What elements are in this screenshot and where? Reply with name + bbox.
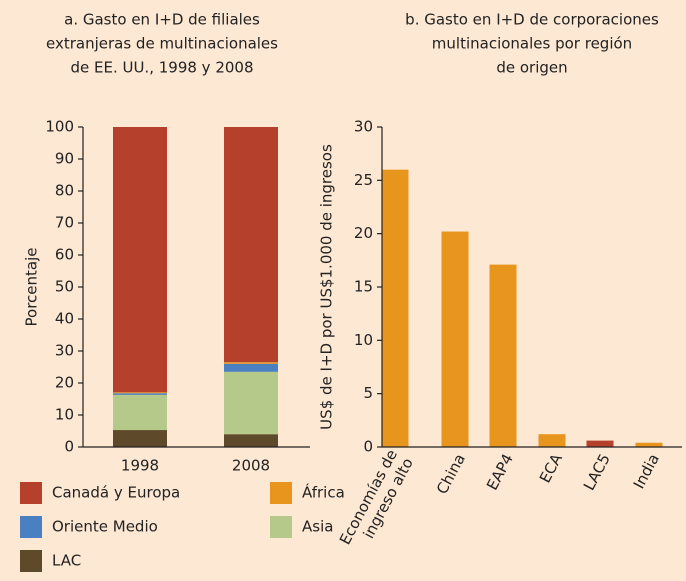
legend-swatch bbox=[20, 482, 42, 504]
bar bbox=[635, 442, 663, 447]
legend-label: Canadá y Europa bbox=[52, 484, 180, 502]
bar-segment bbox=[224, 363, 278, 372]
bar-segment bbox=[224, 371, 278, 435]
y-tick-label: 0 bbox=[64, 438, 74, 456]
legend-label: LAC bbox=[52, 552, 81, 570]
x-tick-label: 1998 bbox=[121, 457, 159, 475]
y-tick-label: 80 bbox=[55, 182, 74, 200]
chart-title: de EE. UU., 1998 y 2008 bbox=[70, 59, 253, 77]
bar-segment bbox=[113, 394, 167, 431]
bar bbox=[538, 434, 566, 447]
y-tick-label: 90 bbox=[55, 150, 74, 168]
legend-label: Oriente Medio bbox=[52, 518, 158, 536]
y-tick-label: 60 bbox=[55, 246, 74, 264]
bar bbox=[381, 169, 409, 447]
chart-title: multinacionales por región bbox=[432, 35, 632, 53]
legend-swatch bbox=[20, 550, 42, 572]
bar bbox=[586, 440, 614, 447]
y-tick-label: 25 bbox=[354, 171, 373, 189]
bar bbox=[441, 231, 469, 447]
y-tick-label: 10 bbox=[55, 406, 74, 424]
bar-segment bbox=[224, 434, 278, 447]
chart-title: b. Gasto en I+D de corporaciones bbox=[405, 11, 659, 29]
x-tick-label: EAP4 bbox=[483, 451, 517, 493]
bar bbox=[489, 264, 517, 447]
chart-title: a. Gasto en I+D de filiales bbox=[64, 11, 260, 29]
y-tick-label: 20 bbox=[55, 374, 74, 392]
y-tick-label: 40 bbox=[55, 310, 74, 328]
x-tick-label: 2008 bbox=[232, 457, 270, 475]
y-tick-label: 10 bbox=[354, 331, 373, 349]
y-tick-label: 70 bbox=[55, 214, 74, 232]
bar-segment bbox=[224, 362, 278, 364]
y-tick-label: 100 bbox=[45, 118, 74, 136]
y-tick-label: 30 bbox=[354, 118, 373, 136]
bar-segment bbox=[113, 127, 167, 393]
x-tick-label: China bbox=[432, 451, 468, 497]
legend-label: Asia bbox=[302, 518, 333, 536]
x-tick-label: Economías deingreso alto bbox=[335, 446, 416, 556]
y-axis-label: Porcentaje bbox=[23, 248, 41, 327]
chart-title: extranjeras de multinacionales bbox=[46, 35, 278, 53]
bar-segment bbox=[113, 430, 167, 447]
x-tick-label: LAC5 bbox=[579, 451, 613, 494]
y-tick-label: 15 bbox=[354, 278, 373, 296]
legend-swatch bbox=[20, 516, 42, 538]
y-tick-label: 20 bbox=[354, 224, 373, 242]
legend-label: África bbox=[302, 483, 345, 502]
y-tick-label: 0 bbox=[363, 438, 373, 456]
bar-segment bbox=[113, 393, 167, 395]
x-tick-label: India bbox=[629, 451, 662, 492]
y-tick-label: 30 bbox=[55, 342, 74, 360]
chart-title: de origen bbox=[496, 59, 567, 77]
x-tick-label: ECA bbox=[535, 450, 565, 486]
bar-segment bbox=[113, 392, 167, 394]
y-tick-label: 50 bbox=[55, 278, 74, 296]
y-tick-label: 5 bbox=[363, 384, 373, 402]
bar-segment bbox=[224, 127, 278, 363]
legend-swatch bbox=[270, 482, 292, 504]
y-axis-label: US$ de I+D por US$1.000 de ingresos bbox=[318, 144, 336, 430]
legend-swatch bbox=[270, 516, 292, 538]
